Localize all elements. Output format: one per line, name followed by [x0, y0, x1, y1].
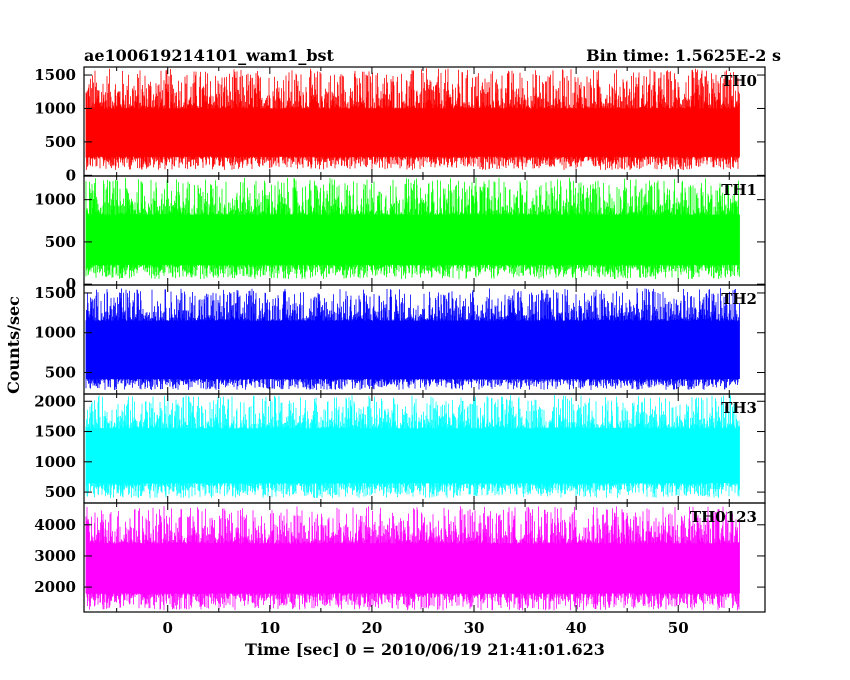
y-tick-label: 1000 — [34, 453, 76, 471]
x-tick-label: 50 — [668, 619, 689, 637]
y-tick-label: 1500 — [34, 284, 76, 302]
series-line-th0 — [85, 68, 740, 170]
y-tick-label: 1000 — [34, 191, 76, 209]
y-tick-label: 3000 — [34, 547, 76, 565]
panel-th0123: 2000 3000 4000 TH0123 — [34, 502, 766, 613]
panel-label: TH3 — [721, 399, 757, 417]
panel-th1: 0 500 1000 TH1 — [34, 175, 766, 293]
y-tick-label: 500 — [45, 233, 76, 251]
x-tick-label: 30 — [464, 619, 485, 637]
x-axis-label: Time [sec] 0 = 2010/06/19 21:41:01.623 — [245, 640, 605, 659]
y-tick-label: 1500 — [34, 423, 76, 441]
y-tick-label: 0 — [66, 166, 76, 184]
series-line-th3 — [85, 395, 740, 499]
panel-label: TH1 — [721, 181, 757, 199]
panels-group: 0 500 1000 1500 TH0 0 500 1000 TH1 500 1000 1500 TH2… — [34, 66, 766, 613]
panel-label: TH2 — [721, 290, 757, 308]
y-tick-label: 0 — [66, 275, 76, 293]
y-tick-label: 1000 — [34, 99, 76, 117]
panel-th2: 500 1000 1500 TH2 — [34, 284, 766, 395]
y-tick-label: 500 — [45, 133, 76, 151]
x-tick-label: 0 — [163, 619, 173, 637]
x-tick-label: 20 — [361, 619, 382, 637]
panel-th3: 500 1000 1500 2000 TH3 — [34, 392, 766, 504]
chart-title-right: Bin time: 1.5625E-2 s — [586, 46, 781, 65]
x-tick-label: 40 — [566, 619, 587, 637]
chart-title-left: ae100619214101_wam1_bst — [84, 46, 335, 65]
y-tick-label: 1500 — [34, 66, 76, 84]
x-axis: 0 10 20 30 40 50 — [163, 619, 689, 637]
y-tick-label: 500 — [45, 483, 76, 501]
y-tick-label: 2000 — [34, 578, 76, 596]
y-tick-label: 4000 — [34, 516, 76, 534]
y-axis-label: Counts/sec — [4, 296, 23, 394]
panel-label: TH0 — [721, 72, 757, 90]
y-tick-label: 500 — [45, 364, 76, 382]
panel-th0: 0 500 1000 1500 TH0 — [34, 66, 766, 184]
x-tick-label: 10 — [259, 619, 280, 637]
panel-frame — [83, 502, 766, 613]
series-line-th2 — [85, 288, 740, 390]
y-tick-label: 2000 — [34, 392, 76, 410]
series-line-th1 — [85, 177, 740, 280]
y-tick-label: 1000 — [34, 324, 76, 342]
panel-label: TH0123 — [690, 508, 757, 526]
series-line-th0123 — [85, 506, 740, 611]
